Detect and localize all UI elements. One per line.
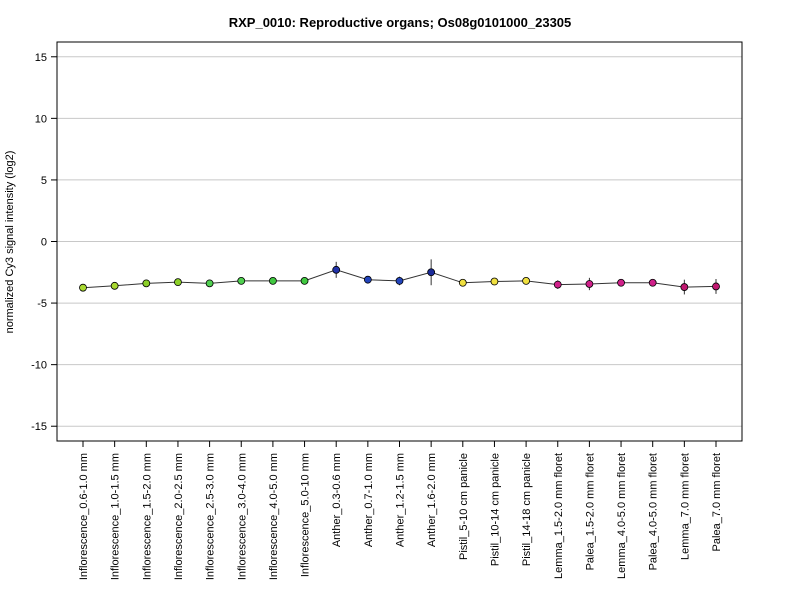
data-point: [648, 278, 657, 287]
y-tick-label: -10: [31, 360, 47, 372]
data-point: [680, 283, 689, 291]
x-tick-label: Anther_0.3-0.6 mm: [331, 453, 343, 547]
x-tick-label: Inflorescence_1.0-1.5 mm: [110, 453, 122, 580]
x-tick-label: Pistil_5-10 cm panicle: [458, 453, 470, 560]
y-tick-label: -15: [31, 421, 47, 433]
x-tick-label: Lemma_1.5-2.0 mm floret: [553, 453, 565, 579]
x-tick-label: Lemma_7.0 mm floret: [679, 453, 691, 560]
chart-title: RXP_0010: Reproductive organs; Os08g0101…: [229, 15, 572, 30]
data-point: [237, 277, 246, 285]
x-tick-label: Pistil_10-14 cm panicle: [489, 453, 501, 566]
x-tick-label: Inflorescence_2.0-2.5 mm: [173, 453, 185, 580]
data-point: [142, 279, 151, 288]
data-point: [363, 275, 372, 284]
x-tick-label: Inflorescence_0.6-1.0 mm: [78, 453, 90, 580]
data-point: [522, 277, 530, 285]
data-point: [458, 278, 467, 287]
x-tick-label: Anther_1.6-2.0 mm: [426, 453, 438, 547]
data-point: [205, 279, 214, 288]
x-tick-label: Inflorescence_5.0-10 mm: [300, 453, 312, 577]
data-point: [395, 277, 404, 285]
data-point: [332, 265, 341, 274]
data-point: [585, 280, 594, 288]
data-point: [79, 283, 87, 292]
plot-frame: [56, 41, 743, 442]
y-tick-label: -5: [37, 298, 47, 310]
y-axis-label: normalized Cy3 signal intensity (log2): [4, 151, 16, 334]
x-tick-label: Anther_1.2-1.5 mm: [395, 453, 407, 547]
x-tick-label: Lemma_4.0-5.0 mm floret: [616, 453, 628, 579]
x-tick-label: Palea_7.0 mm floret: [711, 453, 723, 551]
x-tick-label: Pistil_14-18 cm panicle: [521, 453, 533, 566]
x-tick-label: Palea_4.0-5.0 mm floret: [648, 453, 660, 570]
x-tick-label: Inflorescence_1.5-2.0 mm: [141, 453, 153, 580]
data-point: [174, 278, 182, 287]
data-point: [427, 268, 436, 277]
y-axis: 15 10 5 0 -5 -10 -15: [31, 52, 57, 433]
data-point: [553, 280, 562, 289]
data-point: [712, 282, 720, 291]
x-tick-label: Anther_0.7-1.0 mm: [363, 453, 375, 547]
x-tick-label: Inflorescence_2.5-3.0 mm: [205, 453, 217, 580]
x-tick-label: Palea_1.5-2.0 mm floret: [584, 453, 596, 570]
y-tick-label: 5: [41, 175, 47, 187]
data-point: [268, 277, 277, 285]
x-tick-label: Inflorescence_4.0-5.0 mm: [268, 453, 280, 580]
grid-lines: [57, 56, 742, 427]
x-tick-label: Inflorescence_3.0-4.0 mm: [236, 453, 248, 580]
data-point: [300, 277, 309, 285]
x-axis: Inflorescence_0.6-1.0 mm Inflorescence_1.…: [78, 441, 723, 580]
y-tick-label: 10: [35, 113, 47, 125]
y-tick-label: 0: [41, 237, 47, 249]
y-tick-label: 15: [35, 52, 47, 64]
data-point: [490, 277, 499, 286]
data-point: [617, 278, 625, 287]
data-series: [79, 259, 720, 295]
data-point: [110, 281, 119, 290]
